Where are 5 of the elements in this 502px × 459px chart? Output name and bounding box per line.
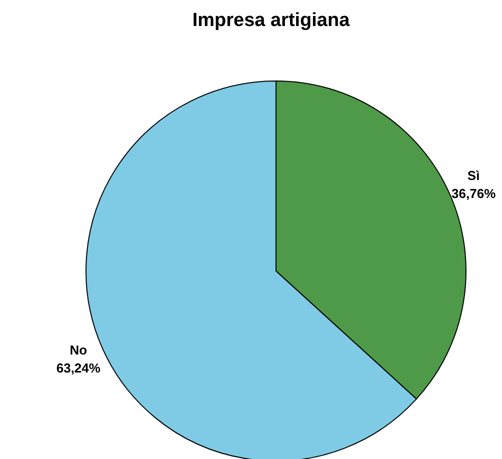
data-label: 36,76% [452, 186, 496, 202]
slice-label: Sì [467, 168, 480, 183]
slice-label: No [70, 342, 88, 358]
data-label: 63,24% [56, 360, 101, 376]
chart-title: Impresa artigiana [191, 10, 351, 32]
